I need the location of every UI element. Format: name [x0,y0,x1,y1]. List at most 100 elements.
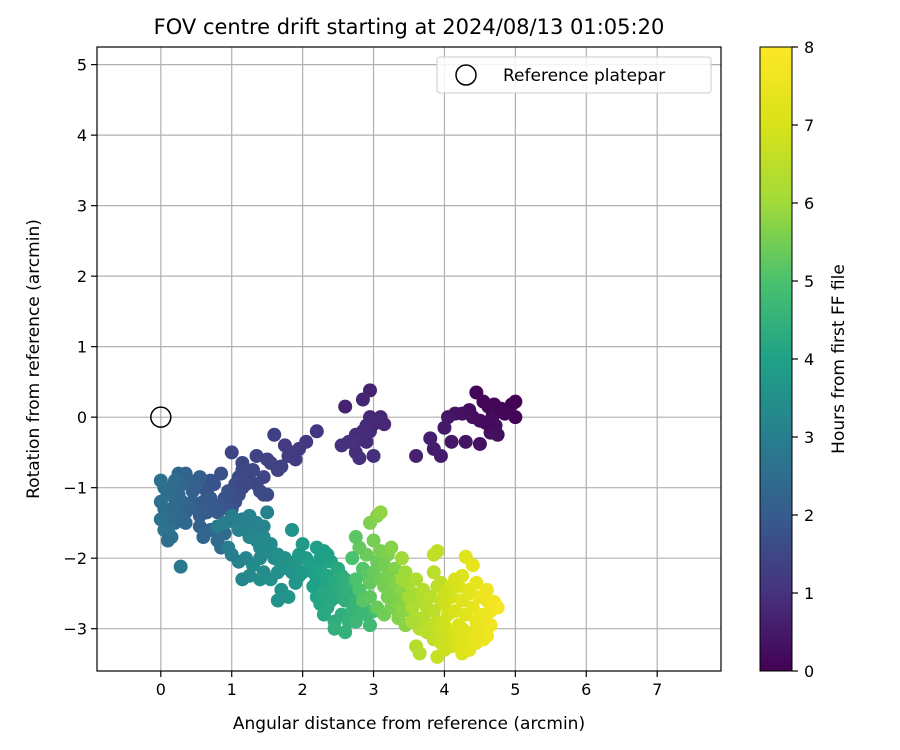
data-point [405,600,420,615]
data-point [277,551,292,566]
colorbar: 0 1 2 3 4 5 6 7 8 Hours from first FF file [759,38,849,681]
data-point [338,399,353,414]
data-point [260,487,275,502]
data-point [483,618,498,633]
data-point [327,621,342,636]
data-point [235,572,250,587]
data-point [256,519,271,534]
data-point [444,434,459,449]
data-point [338,593,353,608]
data-point [173,559,188,574]
data-point [214,466,229,481]
y-tick-label: 1 [77,338,87,357]
data-point [480,582,494,597]
x-tick-label: 5 [510,680,520,699]
data-point [253,551,268,566]
data-point [253,572,268,587]
data-point [409,572,424,587]
y-tick-label: −2 [63,549,87,568]
data-point [352,607,367,622]
data-point [288,575,303,590]
y-tick-label: −3 [63,620,87,639]
x-axis-ticks: 0 1 2 3 4 5 6 7 [156,671,662,699]
scatter-points [153,383,523,664]
y-tick-label: 5 [77,56,87,75]
data-point [192,470,207,485]
data-point [508,410,523,425]
y-tick-label: 2 [77,267,87,286]
x-tick-label: 6 [581,680,591,699]
data-point [405,614,420,629]
data-point [309,424,324,439]
colorbar-tick-label: 0 [804,662,814,681]
colorbar-tick-label: 2 [804,506,814,525]
data-point [306,579,321,594]
data-point [153,473,168,488]
x-tick-label: 4 [439,680,449,699]
x-tick-label: 3 [368,680,378,699]
data-point [363,618,377,633]
y-tick-label: 3 [77,197,87,216]
data-point [465,558,480,573]
data-point [437,420,452,435]
data-point [355,392,370,407]
data-point [437,642,452,657]
data-point [334,438,349,453]
x-tick-label: 1 [227,680,237,699]
y-tick-label: −1 [63,479,87,498]
data-point [402,589,416,604]
data-point [490,600,505,615]
colorbar-gradient [759,46,793,672]
data-point [458,434,473,449]
data-point [235,456,250,470]
data-point [292,547,307,562]
data-point [178,515,193,530]
legend: Reference platepar [436,56,712,94]
data-point [168,473,182,488]
data-point [423,589,438,604]
data-point [157,522,172,537]
data-point [160,533,175,548]
data-point [448,604,463,619]
data-point [352,451,367,466]
data-point [481,417,496,432]
data-point [462,582,477,597]
data-point [455,621,470,636]
x-tick-label: 0 [156,680,166,699]
data-point [295,537,310,552]
data-point [203,491,218,506]
data-point [249,448,264,463]
data-point [423,431,438,446]
x-tick-label: 7 [652,680,662,699]
legend-box [436,56,712,94]
data-point [472,436,487,451]
plot-frame [96,46,722,672]
colorbar-tick-label: 5 [804,272,814,291]
chart-title: FOV centre drift starting at 2024/08/13 … [154,15,665,39]
data-point [366,448,381,463]
colorbar-tick-label: 1 [804,584,814,603]
data-point [359,434,374,449]
data-point [437,586,452,601]
data-point [242,508,257,523]
data-point [508,394,523,409]
data-point [274,582,289,597]
data-point [394,551,409,566]
data-point [270,463,285,478]
data-point [316,586,331,601]
data-point [380,589,395,604]
data-point [363,589,377,604]
y-tick-label: 4 [77,126,87,145]
data-point [267,427,282,442]
data-point [373,505,388,520]
data-point [490,427,505,442]
data-point [320,547,335,562]
data-point [366,533,381,548]
data-point [309,540,324,555]
data-point [221,540,236,555]
data-point [465,600,480,615]
y-axis-label: Rotation from reference (arcmin) [24,219,44,499]
legend-label: Reference platepar [503,66,665,86]
colorbar-tick-label: 8 [804,38,814,57]
